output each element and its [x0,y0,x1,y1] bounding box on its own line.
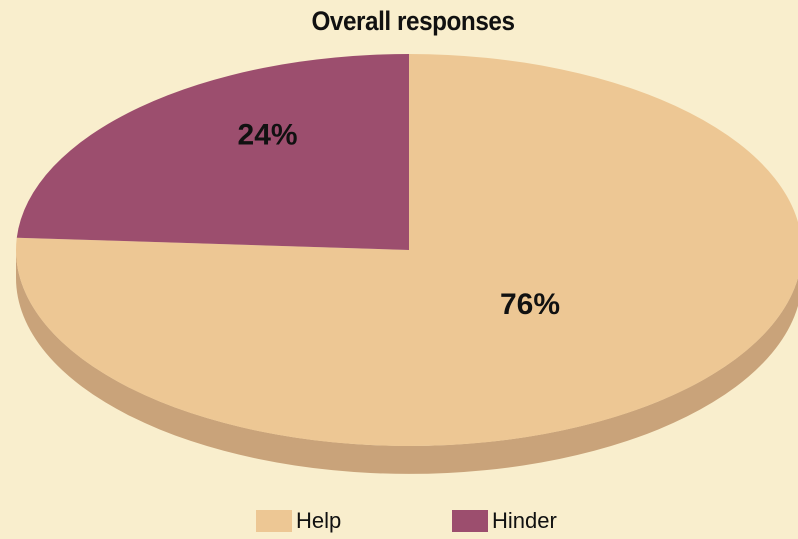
chart-title: Overall responses [311,6,515,36]
legend: Help Hinder [0,508,798,536]
legend-swatch-hinder [452,510,488,532]
legend-item-help: Help [256,508,341,534]
legend-swatch-help [256,510,292,532]
pie-slice-hinder [16,54,410,250]
pie-slice-help [16,54,798,446]
slice-label-hinder: 24% [238,118,298,151]
legend-label-help: Help [296,508,342,533]
legend-label-hinder: Hinder [492,508,557,533]
slice-label-help: 76% [500,288,560,321]
legend-item-hinder: Hinder [452,508,557,534]
